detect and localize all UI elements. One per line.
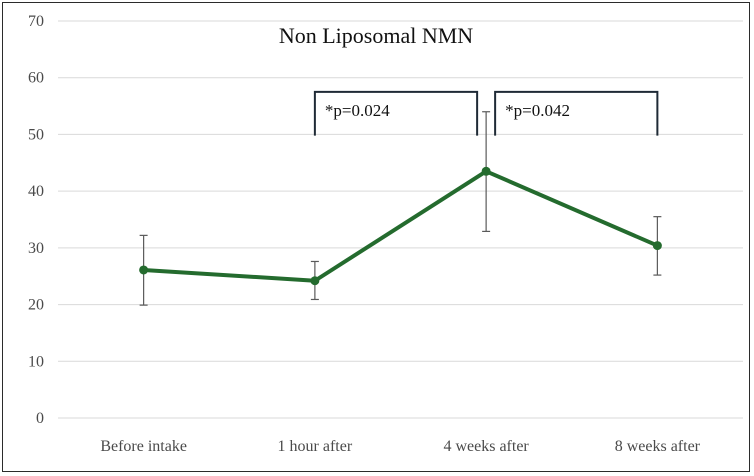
data-point bbox=[481, 166, 491, 176]
significance-annotations: *p=0.024 *p=0.042 bbox=[313, 90, 659, 136]
y-tick-label: 70 bbox=[28, 13, 44, 30]
y-tick-label: 0 bbox=[36, 410, 44, 427]
significance-bracket bbox=[313, 90, 479, 136]
data-point bbox=[652, 241, 662, 251]
data-series bbox=[139, 166, 662, 286]
significance-bracket bbox=[494, 90, 659, 136]
x-tick-label: 1 hour after bbox=[278, 438, 353, 455]
y-tick-label: 20 bbox=[28, 297, 44, 314]
y-tick-label: 10 bbox=[28, 353, 44, 370]
x-tick-label: 4 weeks after bbox=[443, 438, 529, 455]
y-axis-ticks: 0 10 20 30 40 50 60 70 bbox=[28, 13, 44, 427]
data-point bbox=[310, 276, 320, 286]
chart-title: Non Liposomal NMN bbox=[279, 23, 473, 48]
p-value-label: *p=0.024 bbox=[325, 101, 390, 120]
chart-frame: 0 10 20 30 40 50 60 70 Before intake 1 hour afte… bbox=[2, 2, 750, 472]
p-value-label: *p=0.042 bbox=[505, 101, 570, 120]
line-chart: 0 10 20 30 40 50 60 70 Before intake 1 hour afte… bbox=[28, 13, 743, 455]
x-tick-label: Before intake bbox=[100, 438, 187, 455]
y-tick-label: 30 bbox=[28, 240, 44, 257]
series-line bbox=[143, 169, 659, 283]
x-axis-ticks: Before intake 1 hour after 4 weeks after 8 … bbox=[100, 438, 700, 455]
x-tick-label: 8 weeks after bbox=[615, 438, 701, 455]
y-tick-label: 40 bbox=[28, 183, 44, 200]
data-point bbox=[139, 265, 149, 275]
y-tick-label: 60 bbox=[28, 70, 44, 87]
gridlines bbox=[58, 20, 743, 419]
y-tick-label: 50 bbox=[28, 126, 44, 143]
